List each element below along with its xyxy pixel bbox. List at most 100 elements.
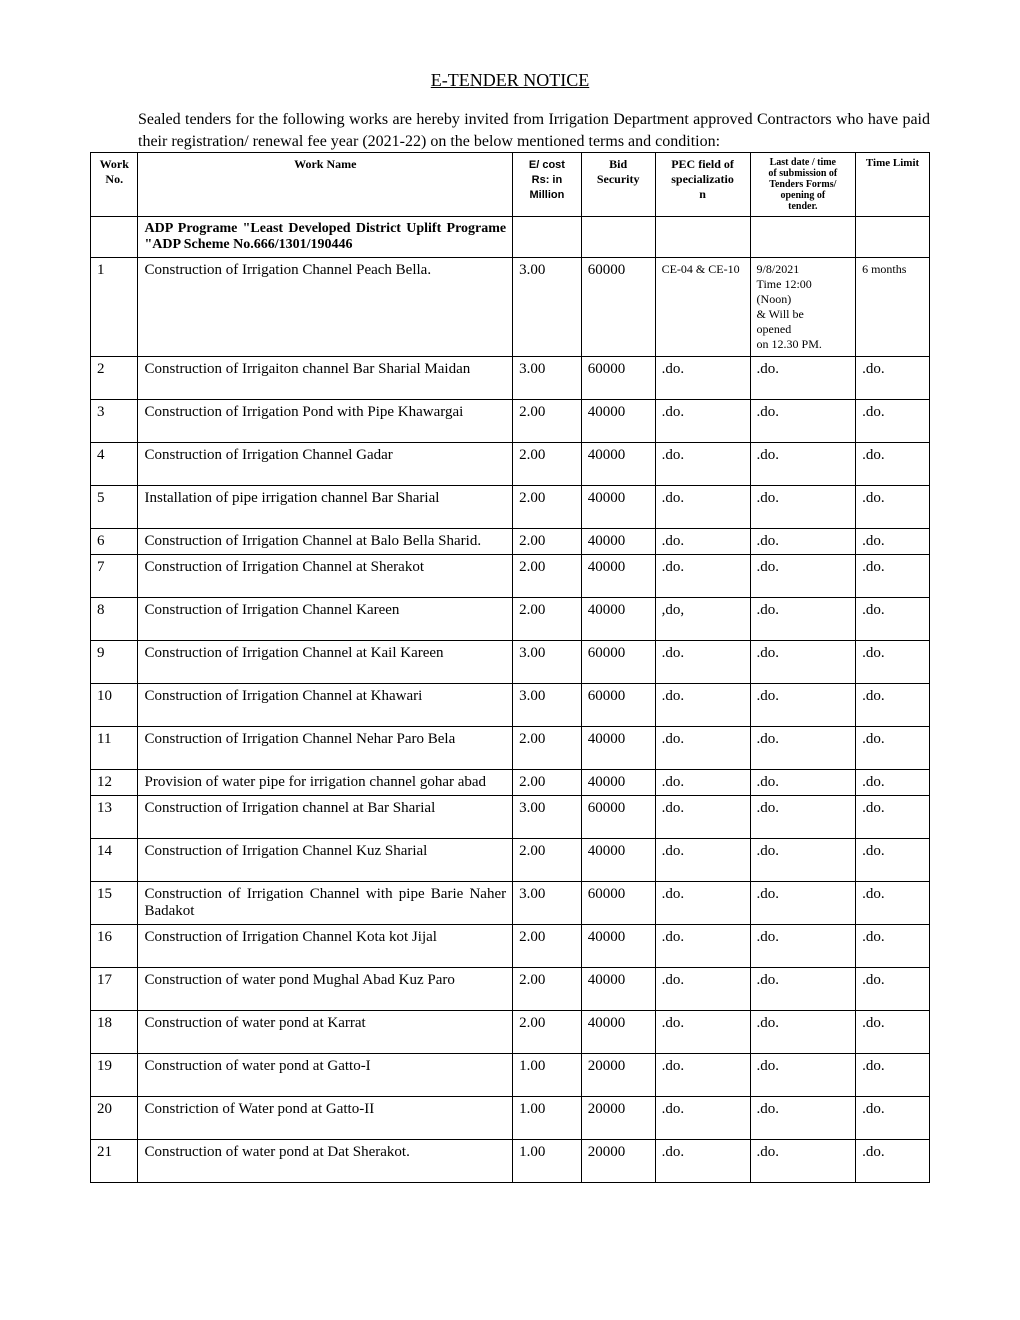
cell-pec: .do. <box>655 684 750 727</box>
cell-bid-security: 40000 <box>581 770 655 796</box>
tender-table: Work No. Work Name E/ cost Rs: in Millio… <box>90 152 930 1183</box>
table-row: 13Construction of Irrigation channel at … <box>91 796 930 839</box>
cell-date: .do. <box>750 598 856 641</box>
cell-date: .do. <box>750 400 856 443</box>
cell-pec: .do. <box>655 968 750 1011</box>
section-empty-time <box>856 217 930 258</box>
cell-work-name: Construction of Irrigation Channel Peach… <box>138 258 513 357</box>
cell-work-name: Installation of pipe irrigation channel … <box>138 486 513 529</box>
intro-paragraph: Sealed tenders for the following works a… <box>138 109 930 152</box>
cell-cost: 2.00 <box>513 486 582 529</box>
table-row: 16Construction of Irrigation Channel Kot… <box>91 925 930 968</box>
cell-date: .do. <box>750 839 856 882</box>
table-row: 21Construction of water pond at Dat Sher… <box>91 1140 930 1183</box>
cell-work-name: Construction of Irrigation Channel at Ba… <box>138 529 513 555</box>
table-row: 17Construction of water pond Mughal Abad… <box>91 968 930 1011</box>
th-date-l3: Tenders Forms/ <box>769 179 836 190</box>
cell-cost: 2.00 <box>513 400 582 443</box>
cell-work-name: Construction of Irrigation Channel Kuz S… <box>138 839 513 882</box>
cell-time-limit: 6 months <box>856 258 930 357</box>
cell-work-name: Construction of water pond at Gatto-I <box>138 1054 513 1097</box>
cell-work-name: Constriction of Water pond at Gatto-II <box>138 1097 513 1140</box>
cell-bid-security: 40000 <box>581 486 655 529</box>
cell-work-no: 21 <box>91 1140 138 1183</box>
cell-date: .do. <box>750 1097 856 1140</box>
cell-date: .do. <box>750 555 856 598</box>
cell-cost: 3.00 <box>513 796 582 839</box>
cell-pec: .do. <box>655 1054 750 1097</box>
table-row: 19Construction of water pond at Gatto-I1… <box>91 1054 930 1097</box>
th-bid-security: Bid Security <box>581 153 655 217</box>
cell-pec: .do. <box>655 529 750 555</box>
cell-time-limit: .do. <box>856 555 930 598</box>
cell-time-limit: .do. <box>856 770 930 796</box>
cell-time-limit: .do. <box>856 1097 930 1140</box>
th-date: Last date / time of submission of Tender… <box>750 153 856 217</box>
section-empty-sec <box>581 217 655 258</box>
cell-work-name: Construction of Irrigation channel at Ba… <box>138 796 513 839</box>
cell-work-name: Construction of Irrigation Channel with … <box>138 882 513 925</box>
cell-bid-security: 40000 <box>581 529 655 555</box>
cell-time-limit: .do. <box>856 357 930 400</box>
cell-cost: 3.00 <box>513 882 582 925</box>
th-bid-l1: Bid <box>609 157 627 171</box>
cell-time-limit: .do. <box>856 641 930 684</box>
table-header-row: Work No. Work Name E/ cost Rs: in Millio… <box>91 153 930 217</box>
th-date-l4: opening of <box>780 190 825 201</box>
cell-date: .do. <box>750 1140 856 1183</box>
th-pec-l1: PEC field of <box>671 157 734 171</box>
cell-pec: .do. <box>655 1097 750 1140</box>
cell-work-no: 20 <box>91 1097 138 1140</box>
page-title: E-TENDER NOTICE <box>90 70 930 91</box>
cell-work-no: 17 <box>91 968 138 1011</box>
cell-time-limit: .do. <box>856 796 930 839</box>
cell-pec: .do. <box>655 486 750 529</box>
cell-date: .do. <box>750 684 856 727</box>
cell-cost: 2.00 <box>513 839 582 882</box>
cell-work-no: 13 <box>91 796 138 839</box>
cell-work-name: Construction of Irrigation Channel at Sh… <box>138 555 513 598</box>
cell-work-name: Construction of Irrigation Channel Gadar <box>138 443 513 486</box>
cell-work-no: 5 <box>91 486 138 529</box>
cell-time-limit: .do. <box>856 1054 930 1097</box>
cell-date: .do. <box>750 882 856 925</box>
th-date-l5: tender. <box>788 201 817 212</box>
cell-cost: 3.00 <box>513 258 582 357</box>
cell-cost: 2.00 <box>513 598 582 641</box>
cell-work-no: 6 <box>91 529 138 555</box>
cell-bid-security: 60000 <box>581 796 655 839</box>
th-work-no-text: Work No. <box>100 157 129 186</box>
cell-work-no: 4 <box>91 443 138 486</box>
cell-time-limit: .do. <box>856 486 930 529</box>
cell-work-name: Construction of water pond Mughal Abad K… <box>138 968 513 1011</box>
cell-work-no: 2 <box>91 357 138 400</box>
table-row: 8Construction of Irrigation Channel Kare… <box>91 598 930 641</box>
cell-work-name: Construction of Irrigation Channel at Ka… <box>138 641 513 684</box>
cell-work-name: Construction of water pond at Dat Sherak… <box>138 1140 513 1183</box>
cell-bid-security: 20000 <box>581 1054 655 1097</box>
cell-work-name: Construction of Irrigation Channel Karee… <box>138 598 513 641</box>
cell-work-no: 3 <box>91 400 138 443</box>
cell-cost: 3.00 <box>513 357 582 400</box>
cell-pec: .do. <box>655 400 750 443</box>
th-cost-l1: E/ cost <box>529 159 565 171</box>
cell-bid-security: 40000 <box>581 727 655 770</box>
cell-bid-security: 60000 <box>581 882 655 925</box>
cell-pec: .do. <box>655 641 750 684</box>
cell-work-name: Construction of water pond at Karrat <box>138 1011 513 1054</box>
cell-time-limit: .do. <box>856 684 930 727</box>
cell-work-no: 10 <box>91 684 138 727</box>
cell-date: .do. <box>750 796 856 839</box>
cell-date: .do. <box>750 727 856 770</box>
th-work-name: Work Name <box>138 153 513 217</box>
cell-date: .do. <box>750 443 856 486</box>
cell-time-limit: .do. <box>856 529 930 555</box>
cell-date: .do. <box>750 1011 856 1054</box>
cell-date: .do. <box>750 357 856 400</box>
cell-date: 9/8/2021Time 12:00(Noon)& Will beopenedo… <box>750 258 856 357</box>
cell-cost: 2.00 <box>513 555 582 598</box>
table-row: 5Installation of pipe irrigation channel… <box>91 486 930 529</box>
cell-work-no: 11 <box>91 727 138 770</box>
cell-bid-security: 40000 <box>581 443 655 486</box>
cell-work-name: Construction of Irrigation Channel Nehar… <box>138 727 513 770</box>
